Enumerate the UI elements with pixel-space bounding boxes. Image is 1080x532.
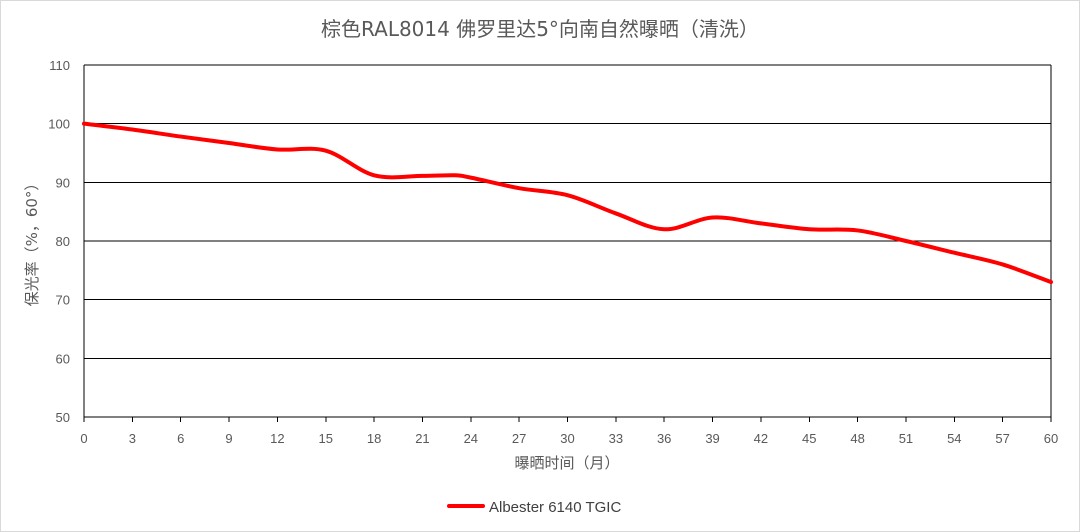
- series-lines: [82, 121, 1053, 285]
- x-tick-label: 60: [1044, 431, 1058, 446]
- legend-label: Albester 6140 TGIC: [489, 499, 621, 516]
- x-tick-label: 3: [129, 431, 136, 446]
- axes: [83, 65, 1052, 422]
- x-tick-label: 21: [415, 431, 429, 446]
- x-tick-label: 15: [319, 431, 333, 446]
- x-tick-label: 45: [802, 431, 816, 446]
- legend: Albester 6140 TGIC: [447, 499, 621, 516]
- x-tick-label: 33: [609, 431, 623, 446]
- y-tick-label: 60: [56, 351, 70, 366]
- x-axis-label: 曝晒时间（月）: [514, 454, 619, 472]
- chart-title: 棕色RAL8014 佛罗里达5°向南自然曝晒（清洗）: [321, 17, 759, 41]
- x-tick-label: 48: [850, 431, 864, 446]
- x-tick-label: 36: [657, 431, 671, 446]
- y-tick-label: 80: [56, 234, 70, 249]
- x-tick-label: 6: [177, 431, 184, 446]
- x-tick-label: 42: [754, 431, 768, 446]
- x-tick-label: 30: [560, 431, 574, 446]
- y-tick-label: 100: [48, 117, 70, 132]
- series-line: [82, 121, 1053, 285]
- x-tick-label: 9: [225, 431, 232, 446]
- x-tick-label: 57: [995, 431, 1009, 446]
- y-tick-label: 70: [56, 293, 70, 308]
- x-tick-labels: 0 3 6 9 12 15 18 21 24 27 30 33 36 39 42 45 48 51 54 57 60: [80, 431, 1058, 446]
- x-tick-label: 18: [367, 431, 381, 446]
- x-tick-label: 27: [512, 431, 526, 446]
- y-tick-label: 90: [56, 175, 70, 190]
- x-tick-label: 24: [464, 431, 478, 446]
- x-tick-label: 0: [80, 431, 87, 446]
- x-tick-label: 12: [270, 431, 284, 446]
- y-tick-label: 110: [49, 58, 70, 73]
- y-tick-labels: 50 60 70 80 90 100 110: [48, 58, 70, 425]
- x-tick-label: 54: [947, 431, 961, 446]
- x-tick-label: 39: [705, 431, 719, 446]
- y-axis-label: 保光率（%，60°）: [23, 176, 41, 307]
- x-tick-label: 51: [899, 431, 913, 446]
- y-tick-label: 50: [56, 410, 70, 425]
